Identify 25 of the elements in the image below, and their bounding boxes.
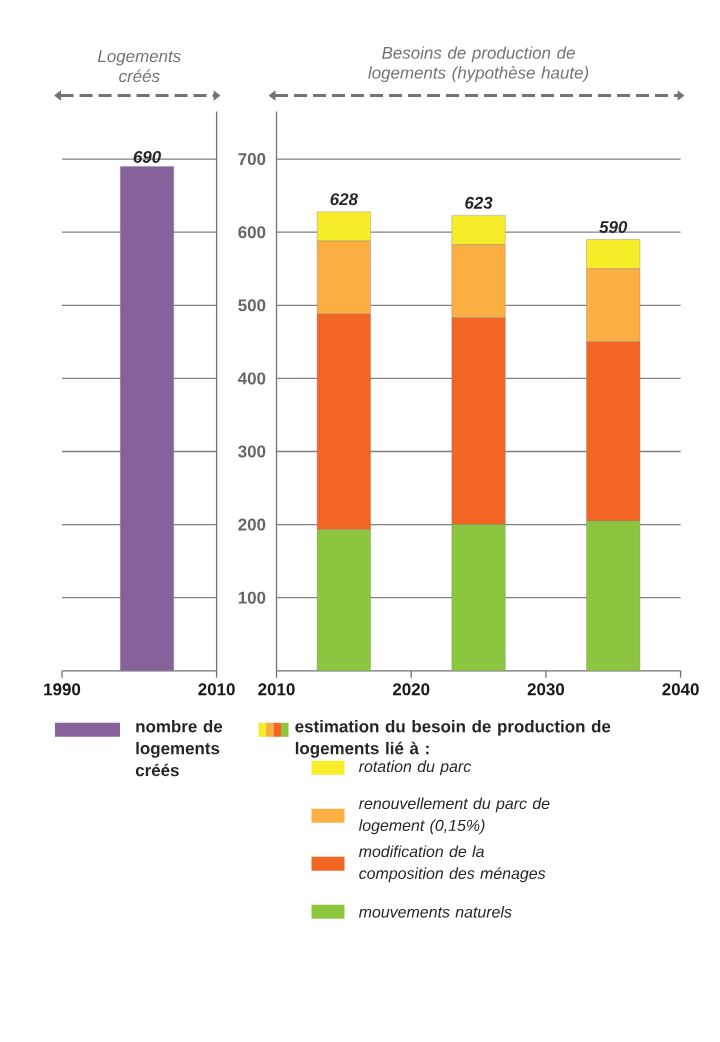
y-tick-label: 200 xyxy=(238,518,266,531)
chart-title: Logements créés xyxy=(97,50,181,83)
y-tick-label: 600 xyxy=(238,226,266,239)
y-tick-label: 500 xyxy=(238,299,266,312)
x-tick-label: 2010 xyxy=(198,683,235,696)
legend-label: mouvements naturels xyxy=(358,905,512,918)
legend-label: rotation du parc xyxy=(358,760,472,776)
data-label: 690 xyxy=(133,150,161,163)
x-tick-label: 2010 xyxy=(258,683,295,696)
y-tick-label: 700 xyxy=(238,153,266,166)
x-tick-label: 2020 xyxy=(392,683,430,696)
legend-label: modification de la composition des ménages xyxy=(358,845,546,883)
x-tick-label: 2030 xyxy=(527,683,565,696)
y-tick-label: 300 xyxy=(238,445,266,458)
y-tick-label: 400 xyxy=(237,372,266,385)
legend-label: renouvellement du parc de logement (0,15%) xyxy=(358,797,550,835)
y-tick-label: 100 xyxy=(238,591,266,604)
chart-title: Besoins de production de logements (hypothèse haute) xyxy=(368,46,589,83)
legend-label: nombre de logements créés xyxy=(135,720,223,777)
x-tick-label: 1990 xyxy=(44,683,81,696)
x-tick-label: 2040 xyxy=(662,683,699,696)
total-label: 623 xyxy=(465,196,493,209)
legend-title: estimation du besoin de production de logements lié à : xyxy=(295,720,611,758)
total-label: 628 xyxy=(330,193,358,206)
total-label: 590 xyxy=(599,221,628,233)
